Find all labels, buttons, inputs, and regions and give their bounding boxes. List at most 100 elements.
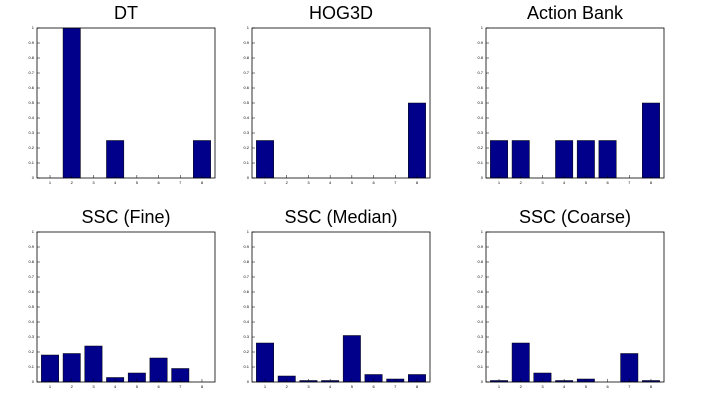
x-tick-label: 5 (136, 384, 139, 389)
chart-title: SSC (Coarse) (519, 207, 631, 227)
bar (511, 342, 530, 383)
bar (62, 27, 81, 179)
y-tick-label: 0.1 (28, 364, 34, 369)
bar (620, 353, 639, 383)
y-tick-label: 0.2 (28, 145, 34, 150)
y-tick-label: 0.4 (243, 115, 249, 120)
y-tick-label: 0 (481, 379, 484, 384)
y-tick-label: 0.8 (28, 259, 34, 264)
x-tick-label: 5 (585, 384, 588, 389)
x-tick-label: 8 (201, 384, 204, 389)
x-tick-label: 8 (650, 384, 653, 389)
x-tick-label: 8 (416, 384, 419, 389)
y-tick-label: 0.3 (243, 130, 249, 135)
x-tick-label: 1 (49, 180, 52, 185)
y-tick-label: 0.6 (477, 85, 483, 90)
y-tick-label: 0.8 (477, 55, 483, 60)
x-tick-label: 2 (71, 180, 74, 185)
y-tick-label: 0.3 (28, 334, 34, 339)
y-tick-label: 1 (32, 25, 35, 30)
x-tick-label: 7 (628, 384, 631, 389)
y-tick-label: 0.3 (243, 334, 249, 339)
bar (106, 140, 125, 179)
y-tick-label: 0.1 (28, 160, 34, 165)
bar (149, 357, 168, 383)
x-tick-label: 4 (329, 180, 332, 185)
x-tick-label: 2 (71, 384, 74, 389)
x-tick-label: 4 (114, 180, 117, 185)
x-tick-label: 8 (650, 180, 653, 185)
x-tick-label: 3 (541, 180, 544, 185)
x-tick-label: 6 (157, 384, 160, 389)
y-tick-label: 0.8 (477, 259, 483, 264)
y-tick-label: 0.6 (243, 289, 249, 294)
bar (555, 140, 574, 179)
chart-title: DT (114, 3, 138, 23)
axes-frame (251, 231, 431, 383)
y-tick-label: 0.7 (477, 70, 483, 75)
x-tick-label: 2 (286, 384, 289, 389)
y-tick-label: 0.5 (28, 100, 34, 105)
y-tick-label: 0.5 (28, 304, 34, 309)
bar (511, 140, 530, 179)
x-tick-label: 2 (520, 384, 523, 389)
y-tick-label: 0.5 (243, 304, 249, 309)
y-tick-label: 0.6 (28, 289, 34, 294)
x-tick-label: 1 (498, 180, 501, 185)
y-tick-label: 1 (32, 229, 35, 234)
bar (41, 354, 59, 383)
y-tick-label: 0.5 (477, 100, 483, 105)
y-tick-label: 0.9 (243, 244, 249, 249)
x-tick-label: 7 (179, 384, 182, 389)
y-tick-label: 0.7 (477, 274, 483, 279)
y-tick-label: 0.1 (243, 160, 249, 165)
y-tick-label: 0.1 (477, 364, 483, 369)
y-tick-label: 0.6 (243, 85, 249, 90)
y-tick-label: 0.5 (477, 304, 483, 309)
x-tick-label: 3 (307, 384, 310, 389)
y-tick-label: 0.3 (477, 130, 483, 135)
y-tick-label: 0.7 (28, 70, 34, 75)
bar (84, 345, 103, 383)
bar (342, 335, 361, 383)
x-tick-label: 5 (351, 180, 354, 185)
y-tick-label: 0.7 (243, 274, 249, 279)
bar (256, 342, 274, 383)
x-tick-label: 1 (264, 180, 267, 185)
bar (598, 140, 617, 179)
x-tick-label: 3 (307, 180, 310, 185)
y-tick-label: 0.7 (28, 274, 34, 279)
y-tick-label: 0.1 (477, 160, 483, 165)
y-tick-label: 0.5 (243, 100, 249, 105)
x-tick-label: 4 (563, 384, 566, 389)
y-tick-label: 0.3 (477, 334, 483, 339)
x-tick-label: 5 (136, 180, 139, 185)
x-tick-label: 2 (286, 180, 289, 185)
y-tick-label: 0.2 (243, 145, 249, 150)
y-tick-label: 0.4 (28, 115, 34, 120)
bar (193, 140, 211, 179)
x-tick-label: 1 (498, 384, 501, 389)
x-tick-label: 8 (201, 180, 204, 185)
y-tick-label: 0.9 (28, 244, 34, 249)
y-tick-label: 1 (247, 229, 250, 234)
y-tick-label: 0.8 (28, 55, 34, 60)
x-tick-label: 7 (394, 384, 397, 389)
chart-title: Action Bank (527, 3, 624, 23)
y-tick-label: 0 (247, 379, 250, 384)
x-tick-label: 3 (92, 180, 95, 185)
x-tick-label: 2 (520, 180, 523, 185)
axes-frame (251, 27, 431, 179)
y-tick-label: 1 (247, 25, 250, 30)
x-tick-label: 3 (92, 384, 95, 389)
x-tick-label: 6 (157, 180, 160, 185)
x-tick-label: 6 (606, 384, 609, 389)
x-tick-label: 7 (179, 180, 182, 185)
y-tick-label: 0.2 (477, 145, 483, 150)
x-tick-label: 4 (114, 384, 117, 389)
y-tick-label: 0.4 (477, 115, 483, 120)
chart-title: SSC (Fine) (81, 207, 170, 227)
bar (576, 140, 595, 179)
x-tick-label: 1 (264, 384, 267, 389)
